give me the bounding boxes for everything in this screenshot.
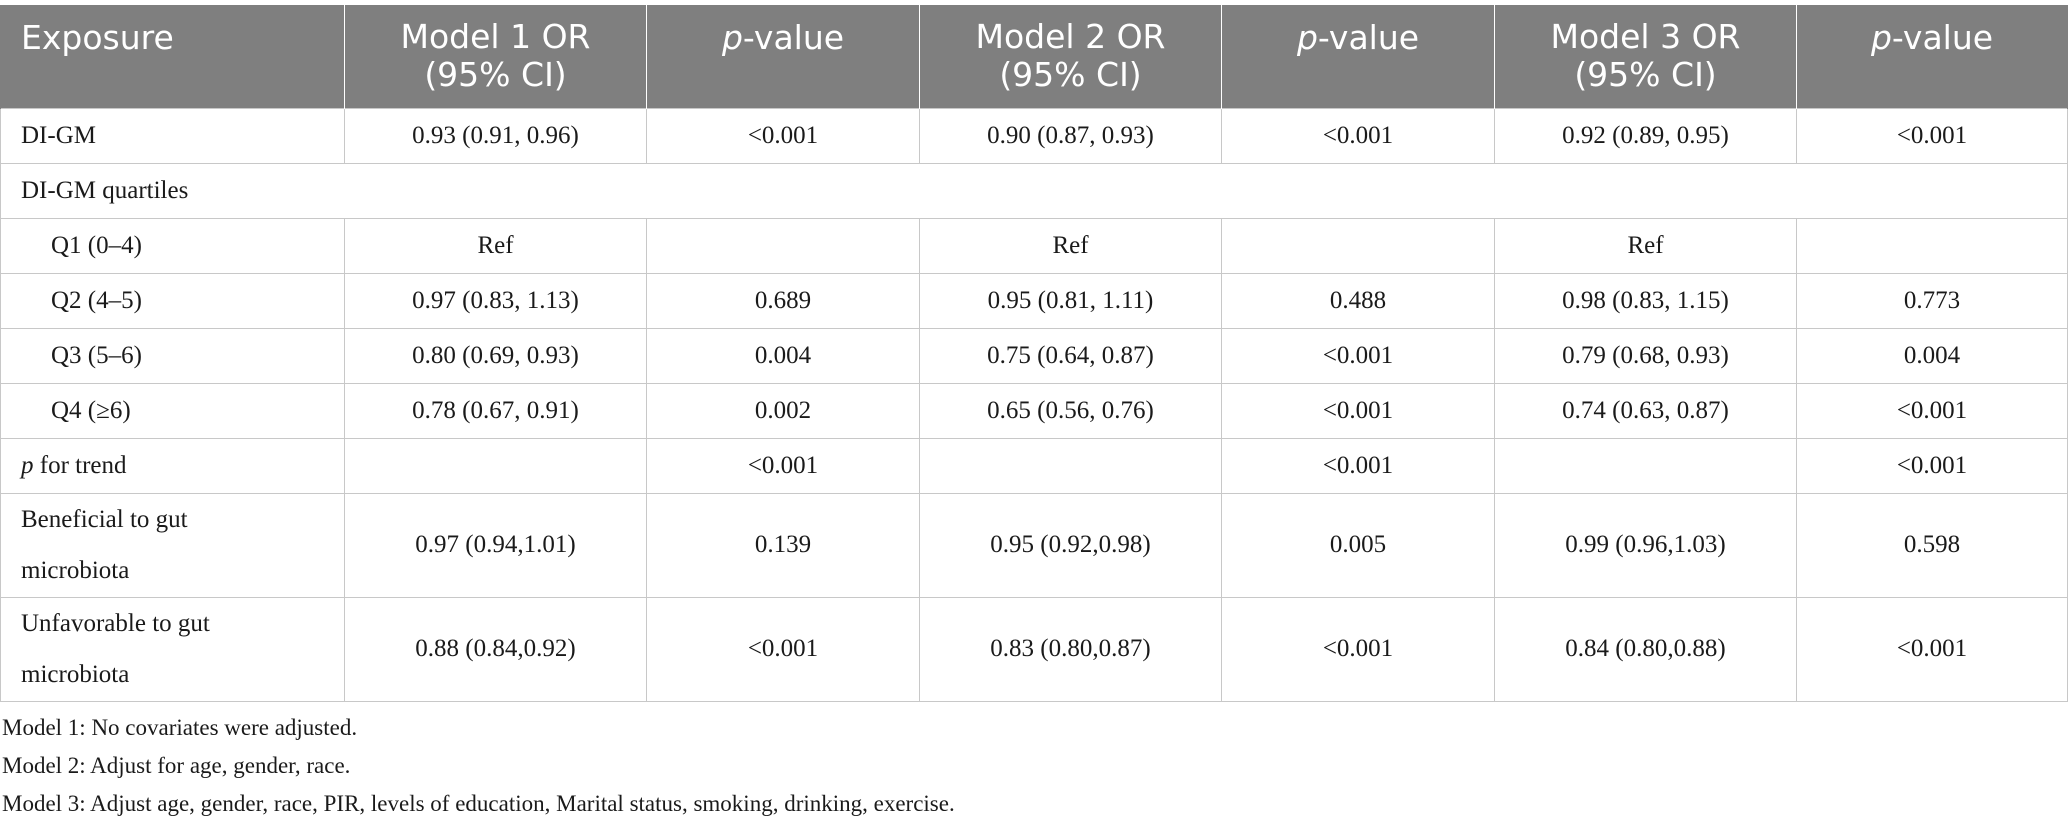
row-label-line1: Beneficial to gut	[21, 506, 188, 533]
table-cell: 0.78 (0.67, 0.91)	[344, 382, 647, 439]
row-label: Q1 (0–4)	[0, 217, 345, 274]
header-model2-or: Model 2 OR (95% CI)	[919, 5, 1222, 108]
table-cell: 0.97 (0.83, 1.13)	[344, 272, 647, 329]
table-cell: 0.97 (0.94,1.01)	[344, 492, 647, 598]
header-model1-pvalue: p-value	[646, 5, 920, 108]
footnote-model1: Model 1: No covariates were adjusted.	[2, 715, 358, 740]
table-cell: 0.65 (0.56, 0.76)	[919, 382, 1222, 439]
header-pvalue-rest: -value	[742, 18, 845, 57]
table-cell: 0.93 (0.91, 0.96)	[344, 107, 647, 164]
table-header-row: Exposure Model 1 OR (95% CI) p-value Mod…	[0, 5, 2068, 108]
table-cell: 0.83 (0.80,0.87)	[919, 596, 1222, 702]
table-cell: 0.005	[1221, 492, 1495, 598]
table-cell: <0.001	[646, 437, 920, 494]
table-cell: 0.598	[1796, 492, 2068, 598]
row-label: Q2 (4–5)	[0, 272, 345, 329]
table-footnotes: Model 1: No covariates were adjusted. Mo…	[2, 709, 955, 823]
header-pvalue-rest: -value	[1891, 18, 1994, 57]
table-cell: 0.004	[1796, 327, 2068, 384]
table-cell: 0.139	[646, 492, 920, 598]
header-pvalue-rest: -value	[1317, 18, 1420, 57]
table-cell: <0.001	[1221, 596, 1495, 702]
table-cell: 0.74 (0.63, 0.87)	[1494, 382, 1797, 439]
table-cell	[1221, 217, 1495, 274]
header-p-italic: p	[721, 18, 743, 57]
table-cell: <0.001	[646, 107, 920, 164]
table-cell: <0.001	[1796, 596, 2068, 702]
row-label: DI-GM	[0, 107, 345, 164]
table-row-p-trend: p for trend <0.001 <0.001 <0.001	[0, 437, 2068, 494]
table-cell	[344, 437, 647, 494]
table-cell: 0.75 (0.64, 0.87)	[919, 327, 1222, 384]
row-label: Q4 (≥6)	[0, 382, 345, 439]
table-cell	[1494, 437, 1797, 494]
table-cell: 0.88 (0.84,0.92)	[344, 596, 647, 702]
table-row-di-gm: DI-GM 0.93 (0.91, 0.96) <0.001 0.90 (0.8…	[0, 107, 2068, 164]
row-label-rest: for trend	[33, 451, 127, 479]
table-cell: 0.002	[646, 382, 920, 439]
table-cell: Ref	[919, 217, 1222, 274]
table-cell: 0.95 (0.92,0.98)	[919, 492, 1222, 598]
header-model3-or: Model 3 OR (95% CI)	[1494, 5, 1797, 108]
table-cell: 0.689	[646, 272, 920, 329]
footnote-model2: Model 2: Adjust for age, gender, race.	[2, 753, 351, 778]
row-label: p for trend	[0, 437, 345, 494]
row-label-line1: Unfavorable to gut	[21, 610, 210, 637]
header-p-italic: p	[1296, 18, 1318, 57]
table-row-unfavorable: Unfavorable to gut microbiota 0.88 (0.84,…	[0, 596, 2068, 702]
table-row-q4: Q4 (≥6) 0.78 (0.67, 0.91) 0.002 0.65 (0.…	[0, 382, 2068, 439]
table-cell: 0.90 (0.87, 0.93)	[919, 107, 1222, 164]
table-cell: <0.001	[1221, 382, 1495, 439]
header-model3-pvalue: p-value	[1796, 5, 2068, 108]
table-cell: 0.84 (0.80,0.88)	[1494, 596, 1797, 702]
table-cell: 0.92 (0.89, 0.95)	[1494, 107, 1797, 164]
table-cell: 0.488	[1221, 272, 1495, 329]
row-label-p-italic: p	[21, 451, 34, 479]
footnote-model3: Model 3: Adjust age, gender, race, PIR, …	[2, 791, 955, 816]
table-cell: Ref	[1494, 217, 1797, 274]
table-cell: <0.001	[1796, 437, 2068, 494]
table-cell	[919, 437, 1222, 494]
table-cell: 0.99 (0.96,1.03)	[1494, 492, 1797, 598]
row-label-line2: microbiota	[21, 557, 130, 584]
table-row-section-quartiles: DI-GM quartiles	[0, 162, 2068, 219]
row-label: Beneficial to gut microbiota	[0, 492, 345, 598]
header-exposure: Exposure	[0, 5, 345, 108]
table-row-q3: Q3 (5–6) 0.80 (0.69, 0.93) 0.004 0.75 (0…	[0, 327, 2068, 384]
table-cell: <0.001	[1221, 437, 1495, 494]
table-cell: 0.95 (0.81, 1.11)	[919, 272, 1222, 329]
table-row-beneficial: Beneficial to gut microbiota 0.97 (0.94,1…	[0, 492, 2068, 598]
table-cell: <0.001	[1796, 107, 2068, 164]
results-table-container: Exposure Model 1 OR (95% CI) p-value Mod…	[0, 5, 2068, 702]
table-row-q1: Q1 (0–4) Ref Ref Ref	[0, 217, 2068, 274]
table-cell: <0.001	[1796, 382, 2068, 439]
table-cell: 0.79 (0.68, 0.93)	[1494, 327, 1797, 384]
row-label-line2: microbiota	[21, 661, 130, 688]
header-model2-pvalue: p-value	[1221, 5, 1495, 108]
table-cell: Ref	[344, 217, 647, 274]
table-cell: <0.001	[1221, 327, 1495, 384]
row-label: Unfavorable to gut microbiota	[0, 596, 345, 702]
table-cell: <0.001	[1221, 107, 1495, 164]
table-cell: 0.98 (0.83, 1.15)	[1494, 272, 1797, 329]
section-label: DI-GM quartiles	[0, 162, 2068, 219]
table-cell	[1796, 217, 2068, 274]
table-cell: 0.004	[646, 327, 920, 384]
row-label: Q3 (5–6)	[0, 327, 345, 384]
table-cell: 0.773	[1796, 272, 2068, 329]
header-model1-or: Model 1 OR (95% CI)	[344, 5, 647, 108]
table-cell	[646, 217, 920, 274]
table-cell: <0.001	[646, 596, 920, 702]
table-row-q2: Q2 (4–5) 0.97 (0.83, 1.13) 0.689 0.95 (0…	[0, 272, 2068, 329]
table-cell: 0.80 (0.69, 0.93)	[344, 327, 647, 384]
header-p-italic: p	[1870, 18, 1892, 57]
odds-ratio-table: Exposure Model 1 OR (95% CI) p-value Mod…	[0, 5, 2068, 702]
